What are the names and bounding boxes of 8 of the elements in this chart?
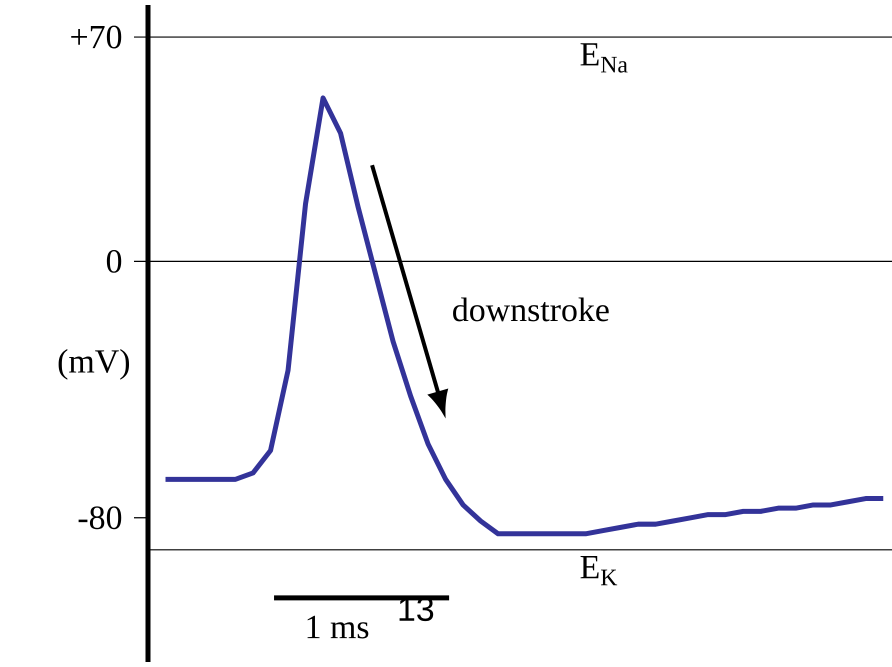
y-tick-label: -80 — [78, 506, 122, 530]
ref-line-label: E$_{K}$ — [580, 556, 618, 586]
annotation: 1 ms — [308, 616, 368, 638]
y-tick-label: +70 — [71, 26, 122, 48]
annotation: downstroke — [453, 298, 609, 322]
ref-line-label: E$_{Na}$ — [580, 43, 628, 73]
y-axis-title: (mV) — [58, 349, 130, 380]
y-tick-label: 0 — [106, 250, 122, 273]
